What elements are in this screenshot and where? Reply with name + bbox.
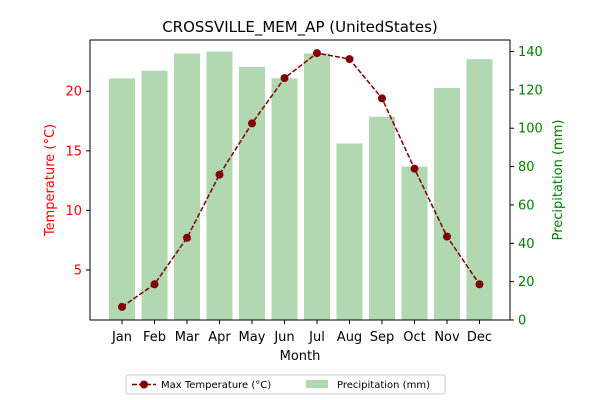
x-axis-label: Month	[280, 349, 321, 364]
y-right-tick-label: 120	[518, 83, 543, 98]
x-tick-label: Jan	[111, 330, 132, 345]
bar-dec	[466, 59, 493, 321]
legend-bar-swatch	[306, 380, 328, 388]
legend: Max Temperature (°C) Precipitation (mm)	[125, 374, 446, 395]
point-feb	[150, 280, 159, 289]
x-tick-label: Nov	[434, 330, 460, 345]
point-aug	[345, 55, 354, 64]
legend-marker-swatch	[140, 380, 148, 389]
x-tick-label: Oct	[403, 330, 425, 345]
y-left-tick-label: 5	[74, 263, 82, 278]
point-jul	[313, 49, 321, 58]
point-sep	[378, 94, 386, 103]
y-right-tick-label: 80	[518, 160, 535, 175]
bar-aug	[336, 143, 363, 320]
x-tick-label: Dec	[467, 330, 492, 345]
bar-may	[239, 66, 265, 321]
bar-oct	[401, 166, 428, 320]
bar-sep	[369, 116, 395, 320]
x-tick-label: Mar	[175, 330, 200, 345]
plot-frame	[89, 39, 511, 321]
point-jan	[118, 302, 126, 311]
y-axis-right: 0 20 40 60 80 100 120 140	[510, 45, 543, 329]
y-right-tick-label: 40	[518, 237, 535, 252]
point-nov	[443, 232, 451, 241]
x-axis: Jan Feb Mar Apr May Jun Jul Aug Sep Oct Nov Dec	[111, 320, 492, 345]
point-may	[248, 119, 256, 128]
bar-mar	[174, 53, 200, 321]
y-left-tick-label: 20	[65, 85, 82, 100]
bar-apr	[206, 51, 233, 321]
x-tick-label: May	[239, 330, 266, 345]
y-right-tick-label: 100	[518, 122, 543, 137]
y-left-tick-label: 15	[65, 144, 82, 159]
line-series	[118, 49, 484, 311]
point-mar	[183, 233, 191, 242]
bar-series	[109, 51, 493, 321]
x-tick-label: Jul	[308, 330, 325, 345]
x-tick-label: Jun	[273, 330, 294, 345]
legend-label-temperature: Max Temperature (°C)	[161, 380, 271, 391]
point-dec	[475, 280, 484, 289]
bar-jan	[109, 78, 135, 320]
y-axis-right-label: Precipitation (mm)	[551, 120, 566, 241]
x-tick-label: Sep	[370, 330, 395, 345]
temperature-line	[121, 52, 481, 308]
bar-jul	[304, 53, 330, 321]
bar-feb	[141, 70, 168, 320]
x-tick-label: Apr	[208, 330, 231, 345]
y-right-tick-label: 60	[518, 198, 535, 213]
y-axis-left: 5 10 15 20	[65, 85, 90, 278]
y-right-tick-label: 20	[518, 275, 535, 290]
x-tick-label: Feb	[143, 330, 166, 345]
y-right-tick-label: 0	[518, 314, 526, 329]
point-jun	[280, 74, 289, 83]
legend-box	[125, 374, 446, 395]
y-axis-left-label: Temperature (°C)	[43, 124, 58, 237]
bar-jun	[271, 78, 298, 320]
bar-nov	[434, 87, 460, 320]
chart-title: CROSSVILLE_MEM_AP (UnitedStates)	[162, 18, 438, 37]
point-apr	[215, 170, 224, 179]
y-right-tick-label: 140	[518, 45, 543, 60]
y-left-tick-label: 10	[65, 204, 82, 219]
point-oct	[410, 164, 419, 173]
x-tick-label: Aug	[337, 330, 362, 345]
legend-label-precipitation: Precipitation (mm)	[337, 380, 430, 391]
